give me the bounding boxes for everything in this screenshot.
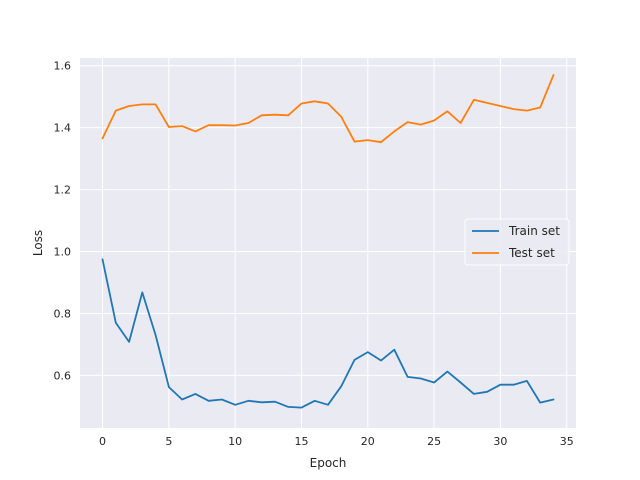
y-tick-label: 0.8 [54, 307, 72, 320]
series-line-test [101, 74, 555, 144]
x-tick-label: 5 [165, 435, 172, 448]
tick-labels: 0 5 10 15 20 25 30 35 0.6 0.8 1.0 1.2 1.4 1.6 [54, 60, 574, 448]
series-lines [101, 74, 555, 409]
y-tick-label: 1.6 [54, 60, 72, 73]
legend: Train set Test set [464, 218, 570, 266]
series-line-train [101, 258, 555, 409]
x-tick-label: 30 [493, 435, 507, 448]
x-tick-label: 20 [361, 435, 375, 448]
x-tick-label: 15 [294, 435, 308, 448]
y-tick-label: 1.0 [54, 246, 72, 259]
legend-entry: Train set [508, 224, 560, 238]
legend-entry: Test set [508, 246, 555, 260]
x-tick-label: 0 [99, 435, 106, 448]
x-axis-label: Epoch [310, 456, 347, 470]
x-tick-label: 10 [228, 435, 242, 448]
x-tick-label: 25 [427, 435, 441, 448]
y-axis-label: Loss [31, 230, 45, 256]
y-tick-label: 1.4 [54, 122, 72, 135]
y-tick-label: 1.2 [54, 184, 72, 197]
y-tick-label: 0.6 [54, 369, 72, 382]
x-tick-label: 35 [560, 435, 574, 448]
